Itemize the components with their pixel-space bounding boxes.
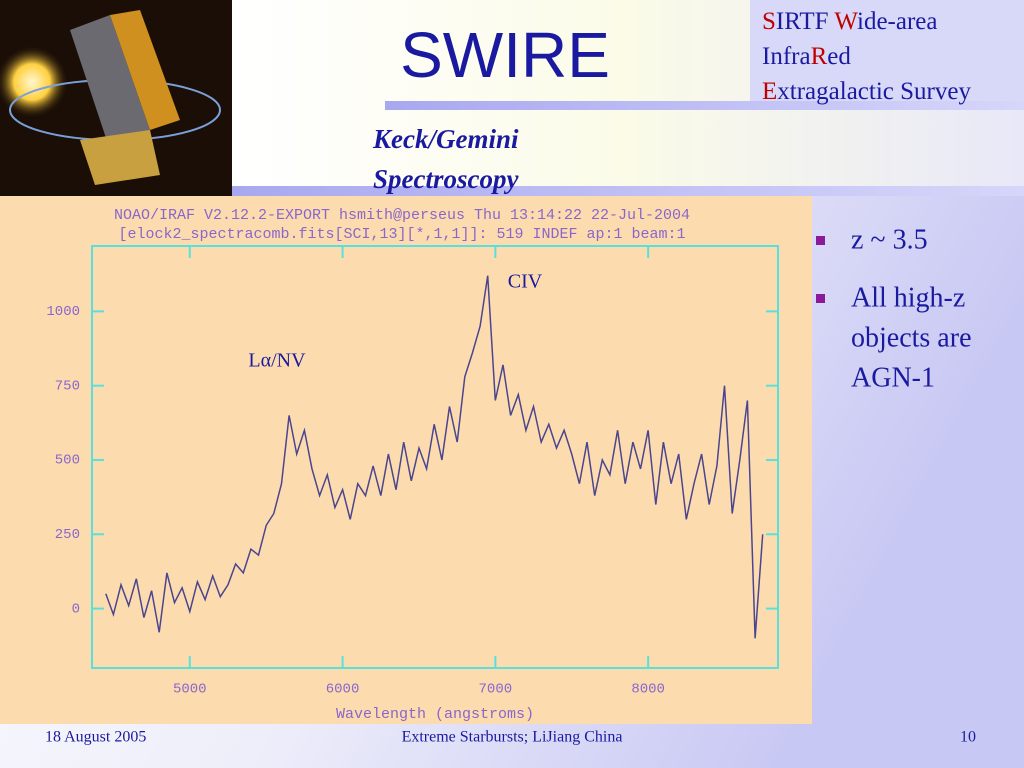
acronym-box (750, 0, 1024, 110)
acronym-line: Extragalactic Survey (762, 78, 971, 105)
y-tick-label: 250 (55, 527, 80, 543)
telescope-image (0, 0, 232, 196)
acronym-part: W (834, 8, 858, 35)
subtitle-rule (232, 186, 1024, 196)
acronym-part: ed (827, 43, 851, 70)
acronym-part: IRTF (776, 8, 834, 35)
bullet-text: z ~ 3.5 (851, 224, 928, 255)
acronym-part: S (762, 8, 776, 35)
y-tick-label: 0 (72, 601, 80, 617)
footer-date: 18 August 2005 (45, 729, 146, 746)
acronym-part: E (762, 78, 777, 105)
subtitle-line: Spectroscopy (373, 164, 519, 194)
bullet-text: All high-z (851, 282, 965, 313)
plot-header: NOAO/IRAF V2.12.2-EXPORT hsmith@perseus … (114, 207, 690, 224)
y-tick-label: 750 (55, 378, 80, 394)
annotation: Lα/NV (248, 350, 306, 372)
x-tick-label: 5000 (173, 682, 207, 698)
plot-frame (91, 245, 779, 669)
bullet-text: objects are (851, 322, 972, 353)
annotation: CIV (508, 271, 543, 293)
acronym-line: SIRTF Wide-area (762, 8, 937, 35)
telescope-body (70, 15, 150, 150)
bullet-marker (816, 294, 825, 303)
telescope-base (80, 130, 160, 185)
spectrum-plot: NOAO/IRAF V2.12.2-EXPORT hsmith@perseus … (46, 207, 779, 723)
slide-title: SWIRE (400, 19, 610, 91)
acronym-part: Infra (762, 43, 811, 70)
acronym-part: R (811, 43, 828, 70)
page-number: 10 (960, 729, 976, 746)
title-rule (385, 101, 1024, 110)
footer-center: Extreme Starbursts; LiJiang China (402, 729, 623, 746)
bullet-marker (816, 236, 825, 245)
y-tick-label: 500 (55, 453, 80, 469)
y-tick-label: 1000 (46, 304, 80, 320)
spectrum-line (105, 275, 764, 639)
telescope-panel (110, 10, 180, 130)
acronym-part: ide-area (857, 8, 937, 35)
bullet-text: AGN-1 (851, 362, 935, 393)
x-tick-label: 8000 (631, 682, 665, 698)
x-tick-label: 7000 (479, 682, 513, 698)
subtitle: Keck/Gemini Spectroscopy (372, 124, 519, 194)
x-axis-label: Wavelength (angstroms) (336, 706, 534, 723)
acronym-part: xtragalactic Survey (777, 78, 971, 105)
plot-header: [elock2_spectracomb.fits[SCI,13][*,1,1]]… (118, 226, 685, 243)
bullet-list: z ~ 3.5 All high-z objects are AGN-1 (816, 224, 972, 393)
subtitle-line: Keck/Gemini (372, 124, 519, 154)
acronym-line: InfraRed (762, 43, 851, 70)
plot-image (0, 196, 812, 724)
x-tick-label: 6000 (326, 682, 360, 698)
